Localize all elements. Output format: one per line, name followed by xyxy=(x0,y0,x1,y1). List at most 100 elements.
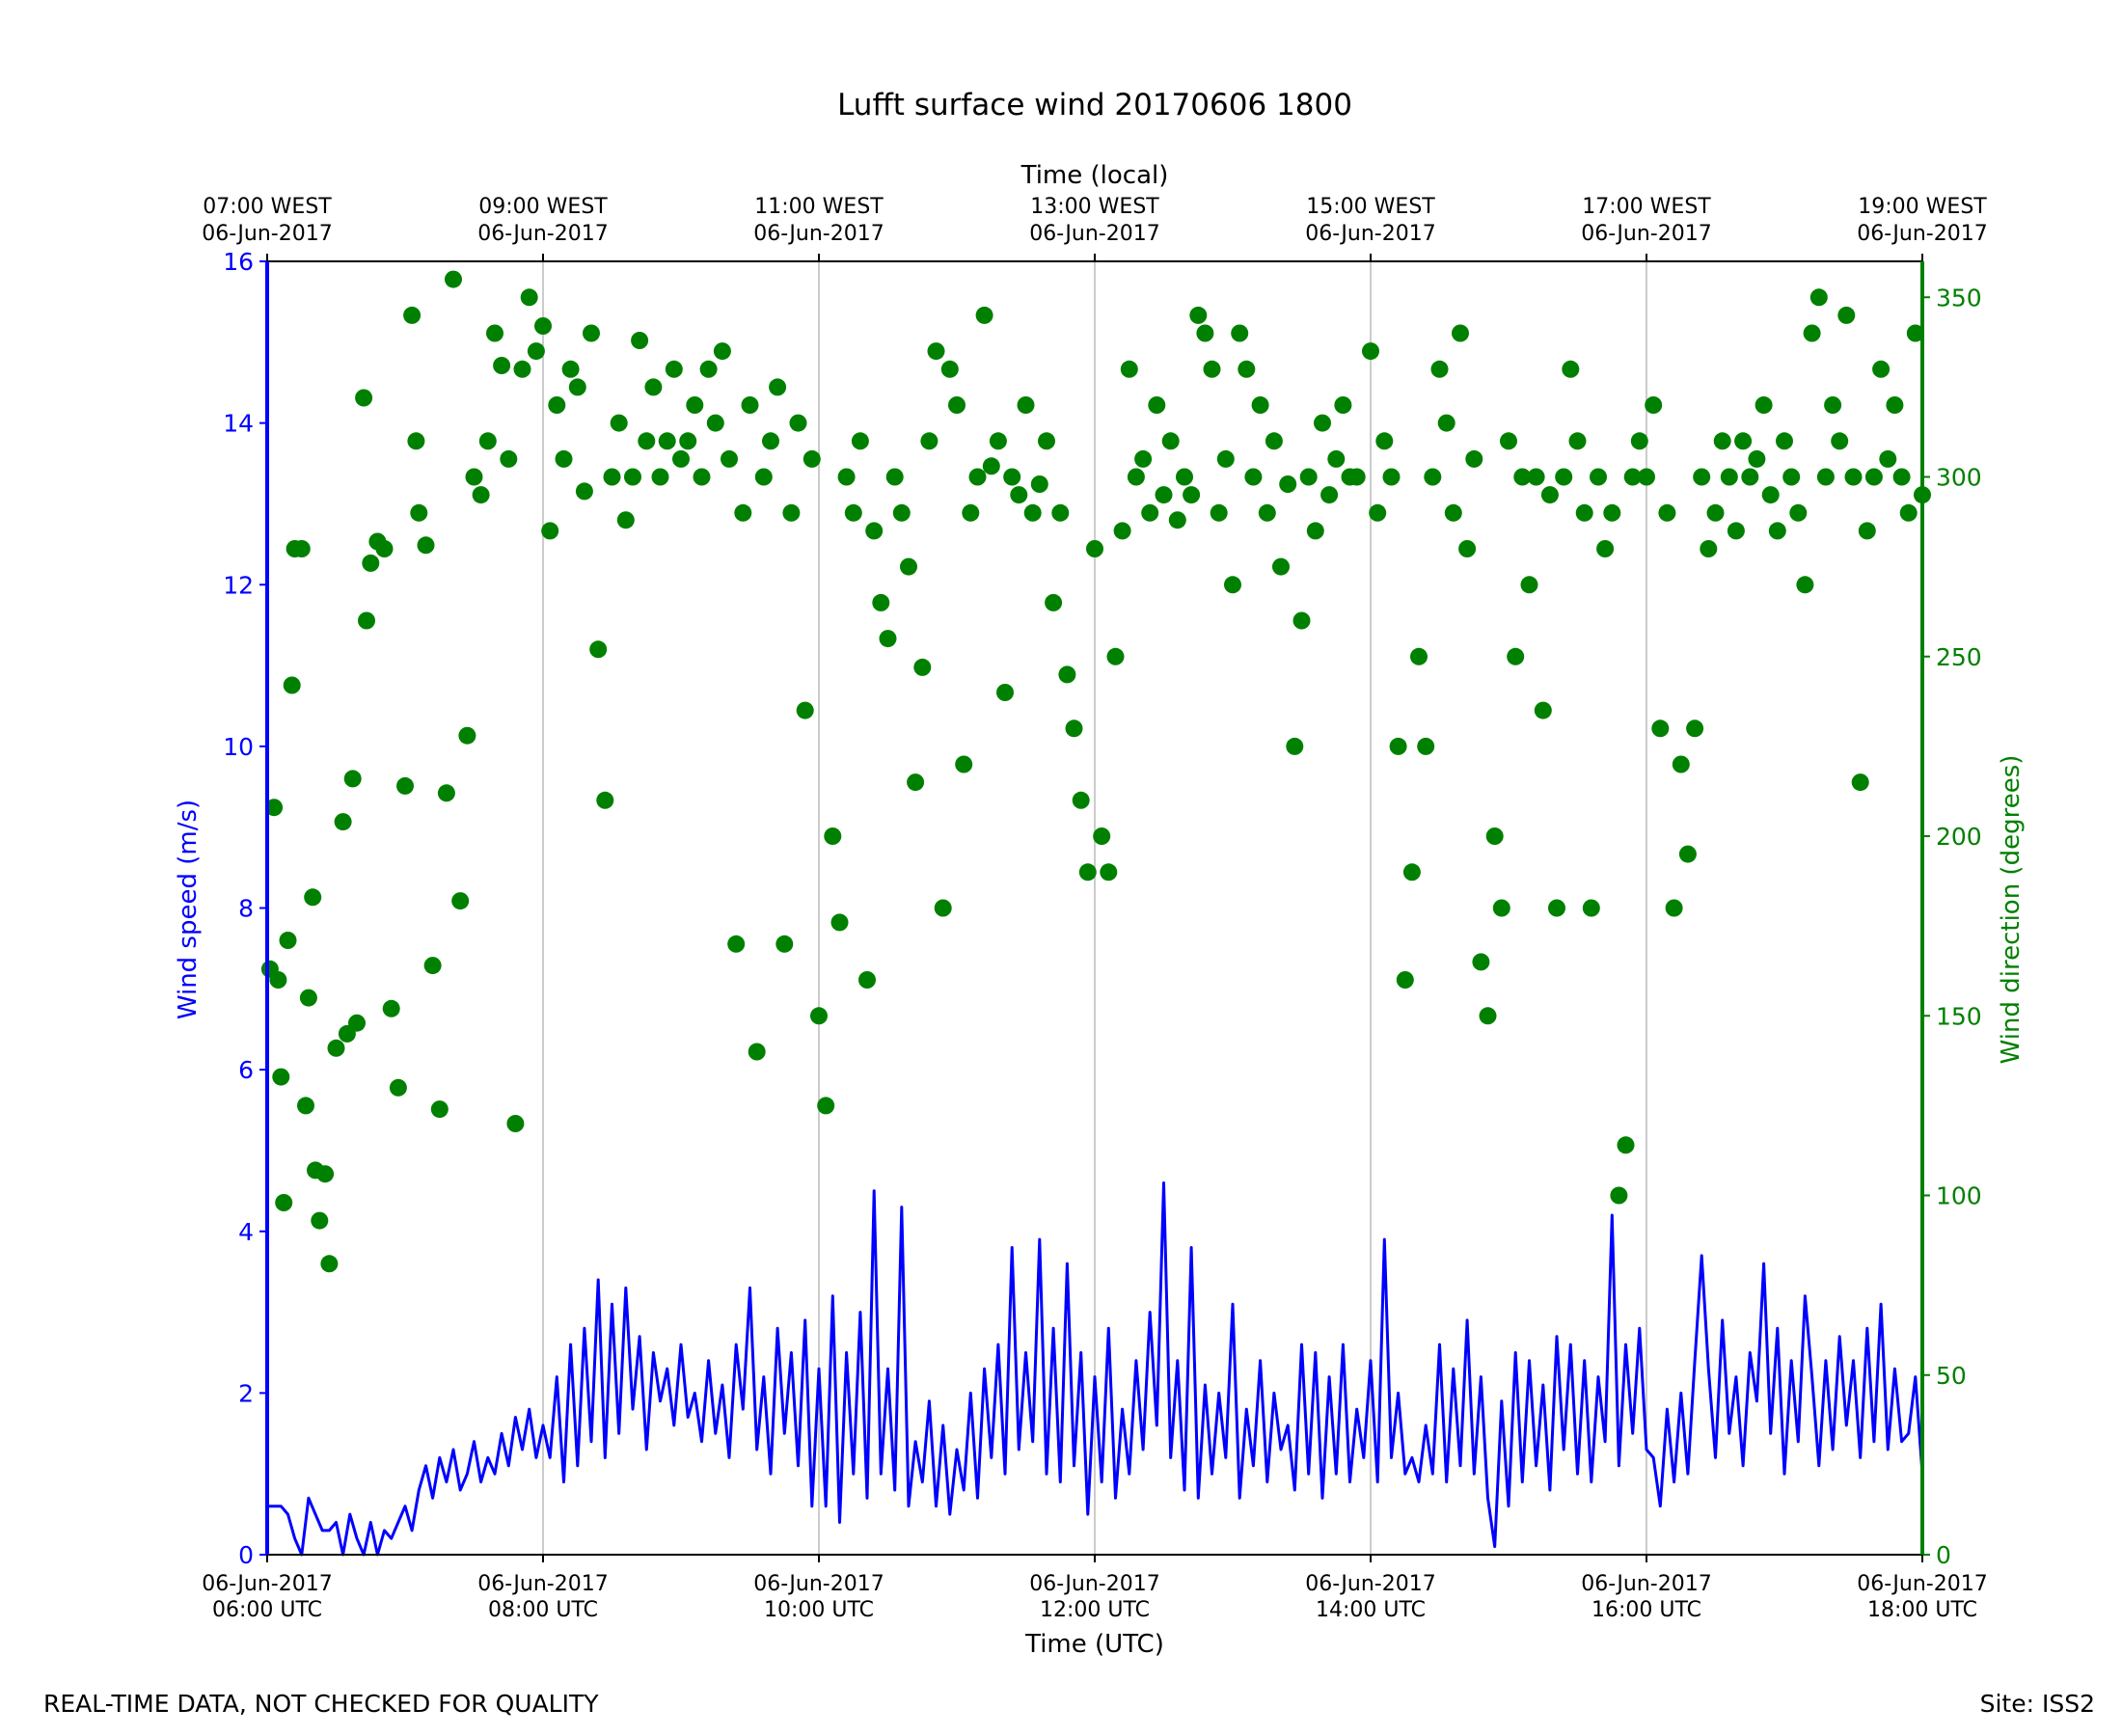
wind-direction-point xyxy=(713,342,731,361)
bottom-tick-time: 14:00 UTC xyxy=(1316,1598,1426,1622)
wind-direction-point xyxy=(1864,468,1883,486)
wind-direction-point xyxy=(1141,503,1159,522)
top-tick-time: 11:00 WEST xyxy=(754,195,884,219)
wind-direction-point xyxy=(975,306,993,324)
wind-direction-point xyxy=(343,770,362,788)
wind-direction-point xyxy=(334,813,352,831)
wind-direction-point xyxy=(775,935,794,953)
wind-direction-point xyxy=(1638,468,1655,486)
wind-direction-point xyxy=(1003,468,1021,486)
wind-direction-point xyxy=(1761,486,1780,504)
wind-direction-point xyxy=(472,486,490,504)
wind-speed-line xyxy=(267,1181,1924,1557)
wind-direction-point xyxy=(362,554,380,572)
wind-direction-point xyxy=(1458,540,1477,557)
bottom-tick-date: 06-Jun-2017 xyxy=(1029,1572,1159,1596)
wind-direction-point xyxy=(1244,468,1263,486)
wind-direction-point xyxy=(810,1007,828,1025)
wind-direction-point xyxy=(721,449,738,468)
top-tick-date: 06-Jun-2017 xyxy=(753,222,884,246)
wind-direction-point xyxy=(500,449,518,468)
x-axis-label-bottom: Time (UTC) xyxy=(1024,1630,1164,1659)
wind-direction-point xyxy=(1548,899,1565,917)
wind-direction-point xyxy=(1796,576,1814,594)
wind-direction-point xyxy=(1713,432,1731,450)
wind-direction-point xyxy=(583,324,600,342)
wind-direction-point xyxy=(900,557,917,576)
wind-direction-point xyxy=(1527,468,1545,486)
wind-direction-point xyxy=(1672,755,1690,773)
wind-direction-point xyxy=(534,317,552,335)
wind-direction-point xyxy=(1231,324,1249,342)
wind-direction-point xyxy=(1513,468,1532,486)
top-tick-time: 13:00 WEST xyxy=(1030,195,1159,219)
wind-direction-point xyxy=(686,396,704,414)
wind-direction-point xyxy=(1410,647,1428,665)
wind-direction-point xyxy=(437,784,455,802)
right-tick-label: 150 xyxy=(1936,1002,1982,1030)
bottom-tick-date: 06-Jun-2017 xyxy=(753,1572,884,1596)
wind-direction-point xyxy=(1023,503,1042,522)
wind-direction-point xyxy=(348,1014,366,1032)
site-label: Site: ISS2 xyxy=(1979,1690,2095,1718)
wind-direction-point xyxy=(665,360,683,378)
wind-direction-point xyxy=(982,457,1000,475)
wind-direction-point xyxy=(520,288,538,307)
wind-direction-point xyxy=(1816,468,1835,486)
y-axis-label-right: Wind direction (degrees) xyxy=(1997,755,2026,1065)
wind-direction-point xyxy=(575,482,593,501)
wind-direction-point xyxy=(693,468,711,486)
left-tick-label: 8 xyxy=(238,895,254,923)
wind-direction-point xyxy=(1706,503,1725,522)
axes xyxy=(259,254,1930,1562)
wind-direction-point xyxy=(1072,791,1090,809)
wind-direction-point xyxy=(272,1068,290,1086)
wind-direction-point xyxy=(1610,1186,1628,1205)
wind-direction-point xyxy=(968,468,987,486)
top-tick-date: 06-Jun-2017 xyxy=(1305,222,1435,246)
wind-direction-point xyxy=(1452,324,1469,342)
wind-direction-point xyxy=(1347,468,1366,486)
wind-direction-point xyxy=(603,468,621,486)
wind-direction-point xyxy=(610,414,628,432)
wind-direction-point xyxy=(762,432,779,450)
wind-direction-point xyxy=(782,503,801,522)
y-axis-label-left: Wind speed (m/s) xyxy=(174,800,203,1019)
wind-direction-point xyxy=(1534,701,1552,719)
wind-direction-point xyxy=(396,776,414,795)
wind-direction-point xyxy=(1768,522,1786,540)
wind-direction-point xyxy=(299,989,317,1007)
wind-direction-point xyxy=(1210,503,1228,522)
wind-direction-point xyxy=(275,1194,293,1211)
wind-direction-point xyxy=(1665,899,1683,917)
wind-direction-point xyxy=(555,449,573,468)
wind-direction-point xyxy=(527,342,545,361)
wind-direction-point xyxy=(1382,468,1401,486)
wind-direction-point xyxy=(1630,432,1648,450)
wind-direction-point xyxy=(1292,611,1311,630)
wind-direction-point xyxy=(1872,360,1891,378)
wind-direction-point xyxy=(1844,468,1863,486)
wind-direction-point xyxy=(1430,360,1449,378)
top-tick-date: 06-Jun-2017 xyxy=(1029,222,1159,246)
wind-direction-point xyxy=(940,360,959,378)
wind-direction-point xyxy=(1748,449,1766,468)
wind-direction-point xyxy=(1045,593,1063,611)
wind-direction-point xyxy=(279,932,297,949)
wind-direction-point xyxy=(885,468,904,486)
wind-direction-point xyxy=(1623,468,1642,486)
wind-direction-point xyxy=(1134,449,1153,468)
left-tick-label: 16 xyxy=(223,248,254,276)
bottom-tick-time: 06:00 UTC xyxy=(212,1598,322,1622)
tick-labels: 0 2 4 6 8 10 12 14 16 0 50 100 150 200 250 300 350 06-Jun… xyxy=(202,195,1987,1622)
wind-direction-point xyxy=(1520,576,1538,594)
wind-direction-point xyxy=(316,1165,335,1183)
wind-direction-point xyxy=(1306,522,1324,540)
wind-direction-point xyxy=(1789,503,1808,522)
wind-direction-point xyxy=(1507,647,1525,665)
wind-direction-point xyxy=(631,332,649,349)
wind-direction-point xyxy=(1176,468,1193,486)
wind-direction-point xyxy=(1120,360,1138,378)
top-tick-time: 07:00 WEST xyxy=(203,195,332,219)
wind-direction-point xyxy=(1113,522,1131,540)
